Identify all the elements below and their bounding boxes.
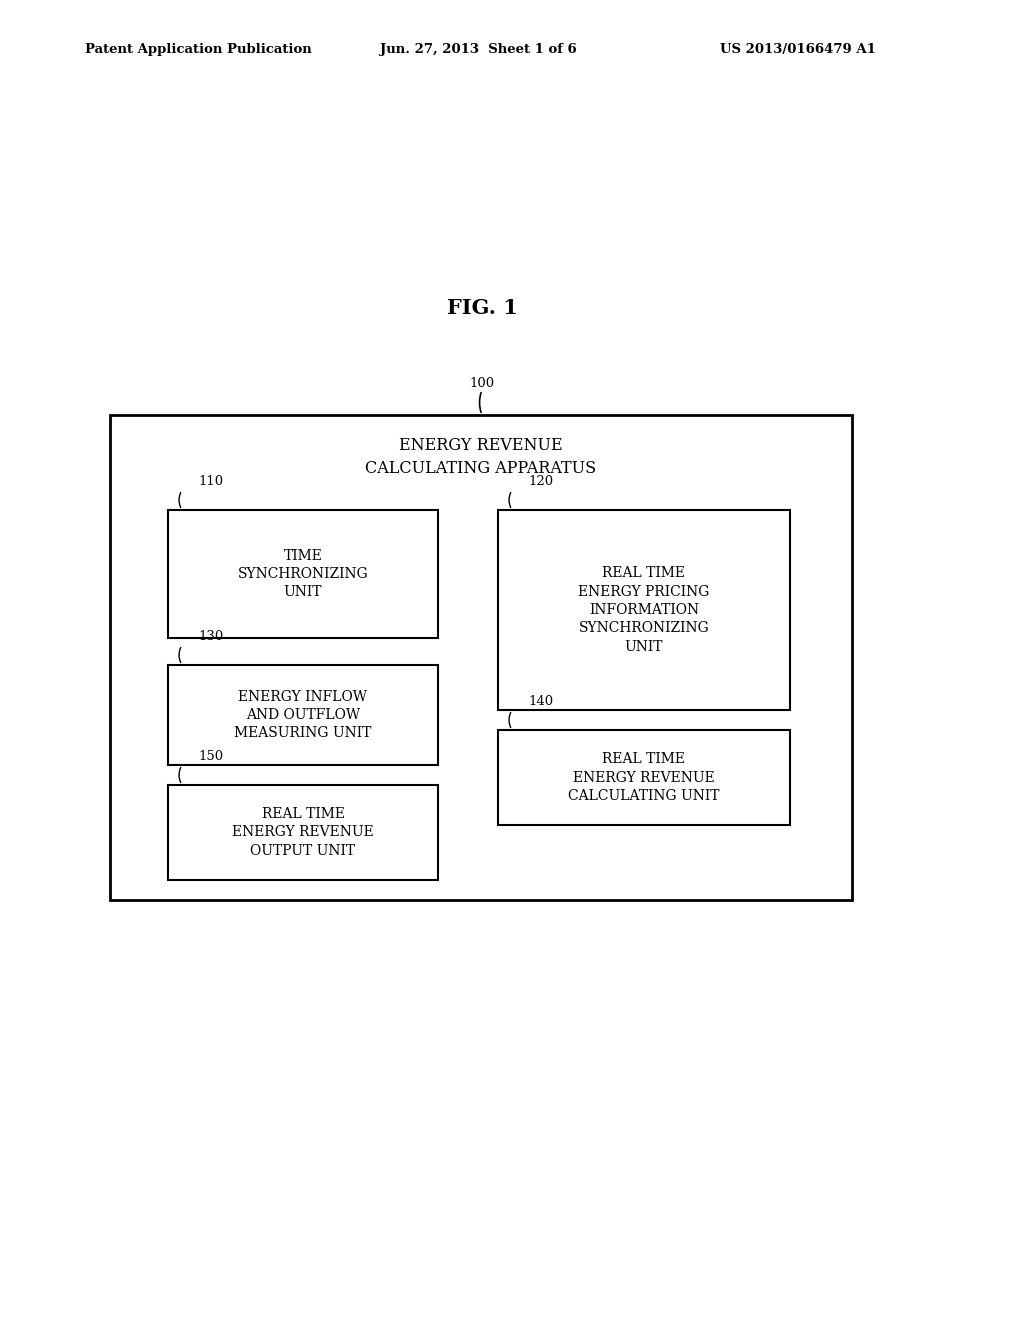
Text: REAL TIME
ENERGY PRICING
INFORMATION
SYNCHRONIZING
UNIT: REAL TIME ENERGY PRICING INFORMATION SYN… bbox=[579, 566, 710, 653]
FancyBboxPatch shape bbox=[498, 730, 790, 825]
Text: REAL TIME
ENERGY REVENUE
CALCULATING UNIT: REAL TIME ENERGY REVENUE CALCULATING UNI… bbox=[568, 752, 720, 803]
FancyBboxPatch shape bbox=[498, 510, 790, 710]
FancyBboxPatch shape bbox=[168, 665, 438, 766]
FancyBboxPatch shape bbox=[168, 510, 438, 638]
Text: TIME
SYNCHRONIZING
UNIT: TIME SYNCHRONIZING UNIT bbox=[238, 549, 369, 599]
Text: 110: 110 bbox=[198, 475, 223, 488]
Text: 120: 120 bbox=[528, 475, 553, 488]
Text: Patent Application Publication: Patent Application Publication bbox=[85, 44, 311, 57]
Text: 100: 100 bbox=[469, 378, 495, 389]
Text: 150: 150 bbox=[198, 750, 223, 763]
Text: ENERGY REVENUE
CALCULATING APPARATUS: ENERGY REVENUE CALCULATING APPARATUS bbox=[366, 437, 597, 477]
Text: 130: 130 bbox=[198, 630, 223, 643]
Text: ENERGY INFLOW
AND OUTFLOW
MEASURING UNIT: ENERGY INFLOW AND OUTFLOW MEASURING UNIT bbox=[234, 689, 372, 741]
FancyBboxPatch shape bbox=[110, 414, 852, 900]
Text: Jun. 27, 2013  Sheet 1 of 6: Jun. 27, 2013 Sheet 1 of 6 bbox=[380, 44, 577, 57]
Text: US 2013/0166479 A1: US 2013/0166479 A1 bbox=[720, 44, 876, 57]
FancyBboxPatch shape bbox=[168, 785, 438, 880]
Text: FIG. 1: FIG. 1 bbox=[446, 298, 517, 318]
Text: REAL TIME
ENERGY REVENUE
OUTPUT UNIT: REAL TIME ENERGY REVENUE OUTPUT UNIT bbox=[232, 807, 374, 858]
Text: 140: 140 bbox=[528, 696, 553, 708]
